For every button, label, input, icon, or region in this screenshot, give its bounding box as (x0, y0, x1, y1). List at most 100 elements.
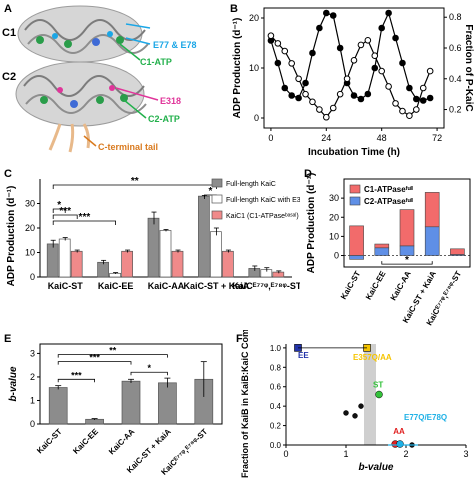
y-axis-label-e: b-value (8, 366, 19, 401)
bar-e (121, 380, 141, 425)
y-tick-label-c: 10 (25, 248, 35, 258)
data-point-b-1 (309, 98, 316, 106)
significance-label-c: * (208, 186, 212, 197)
data-point-b-1 (426, 67, 434, 75)
significance-label-c: *** (59, 206, 71, 217)
legend-swatch-c (211, 178, 223, 188)
bar-e (48, 387, 68, 425)
bar-c1-d (349, 225, 364, 256)
significance-label-c: * (57, 200, 61, 211)
y-tick-label-d: 10 (329, 231, 339, 241)
bar-c2-d (399, 245, 415, 256)
legend-label-c: Full-length KaiC with E318Q (226, 197, 300, 204)
bar-c (70, 250, 83, 278)
data-point-b-0 (302, 79, 309, 87)
data-point-b-1 (350, 57, 358, 64)
y-tick-label-f: 0.0 (270, 441, 282, 450)
panel-label-b: B (230, 3, 238, 15)
data-point-b-0 (413, 95, 420, 103)
significance-label-e: * (147, 363, 151, 373)
annotation-c-terminal-tail: C-terminal tail (98, 142, 158, 152)
y-tick-label-f: 0.6 (270, 383, 282, 392)
legend-swatch-c (211, 194, 223, 204)
data-point-b-0 (281, 84, 289, 92)
data-point-b-1 (267, 32, 275, 39)
significance-label-e: *** (71, 370, 82, 380)
x-axis-label-b: Incubation Time (h) (308, 147, 400, 158)
significance-bracket-c (52, 214, 78, 219)
category-label-e: KaiC-AA (107, 427, 136, 456)
chart-c-adp-production: C 0 10 20 30 ADP Production (d⁻¹) KaiC-ST KaiC… (4, 168, 314, 291)
panel-label-e: E (4, 333, 11, 345)
significance-label-d: * (405, 255, 409, 266)
bar-c (222, 250, 234, 278)
y-left-tick-label-b: 20 (249, 13, 259, 23)
y-tick-label-e: 1 (30, 395, 35, 405)
significance-bracket-e (57, 354, 168, 358)
chart-b-adp-vs-phospho: B 0 24 48 72 0 10 20 0.2 0.4 0.6 0.8 Incubation Tim… (230, 3, 474, 158)
y-tick-label-f: 0.4 (270, 402, 282, 411)
x-tick-label-f: 3 (463, 449, 468, 459)
significance-bracket-d (381, 261, 433, 265)
c2-label: C2 (2, 71, 16, 83)
legend-label-d: C2-ATPaseᶠᵘˡˡ (364, 197, 413, 206)
y-left-tick-label-b: 10 (249, 63, 259, 73)
category-label-c: KaiC-ST (48, 281, 84, 291)
point-label-f: EE (298, 351, 309, 360)
significance-label-c: ** (131, 176, 139, 187)
data-point-b-1 (295, 75, 302, 83)
significance-label-e: *** (89, 353, 100, 363)
y-axis-label-right-b: Fraction of P-KaiC (463, 24, 474, 111)
data-point-b-0 (419, 97, 427, 104)
panel-f: F 0 1 2 3 0.0 0.2 0.4 0.6 0.8 1.0 b-value Fraction … (230, 311, 474, 483)
data-point-b-0 (385, 9, 392, 17)
bar-c (248, 268, 261, 278)
category-label-d: KaiC-ST (339, 269, 362, 301)
bar-c (58, 238, 71, 278)
bar-c1-d (399, 209, 415, 247)
x-tick-label-b: 72 (432, 133, 442, 143)
data-point-b-1 (281, 47, 289, 55)
significance-bracket-c (52, 220, 116, 225)
significance-bracket-e (57, 361, 132, 365)
data-point-b-1 (371, 52, 379, 59)
data-point-b-0 (406, 84, 413, 92)
bar-c1-d (450, 248, 465, 255)
category-label-c: KaiCᴱ⁷⁷ᵠ,ᴱ⁷⁸ᵠ-ST (232, 281, 300, 291)
y-right-tick-label-b: 0.8 (449, 12, 462, 22)
y-tick-label-e: 3 (30, 348, 35, 358)
point-label-f: E357Q/AA (353, 353, 392, 362)
bar-c (210, 231, 222, 278)
data-point-b-0 (295, 94, 302, 102)
panel-c: C 0 10 20 30 ADP Production (d⁻¹) KaiC-ST KaiC… (0, 165, 314, 315)
y-tick-label-f: 0.2 (270, 422, 282, 431)
category-label-c: KaiC-AA (148, 281, 185, 291)
panel-label-a: A (4, 3, 12, 15)
y-tick-label-d: 30 (329, 193, 339, 203)
x-tick-label-f: 2 (403, 449, 408, 459)
significance-label-e: ** (109, 346, 117, 356)
shaded-band-f (364, 344, 376, 445)
bar-c (198, 195, 210, 278)
annotation-e77-e78: E77 & E78 (153, 40, 197, 50)
data-point-f (375, 390, 383, 399)
data-point-f (358, 403, 364, 409)
category-label-d: KaiC-AA (389, 269, 413, 302)
panel-b: B 0 24 48 72 0 10 20 0.2 0.4 0.6 0.8 Incubation Tim… (226, 0, 474, 165)
data-point-b-1 (343, 75, 351, 83)
x-tick-label-f: 1 (343, 449, 348, 459)
y-tick-label-f: 1.0 (270, 344, 282, 353)
y-axis-label-left-b: ADP Production (d⁻¹) (232, 18, 243, 119)
y-axis-label-d: ADP Production (d⁻¹) (306, 173, 317, 274)
data-point-b-1 (288, 60, 295, 67)
data-point-b-1 (329, 104, 337, 112)
y-tick-label-d: 0 (334, 251, 339, 261)
panel-e: E 0 1 2 3 b-value KaiC-ST KaiC-EE KaiC-AA KaiC-S… (0, 330, 230, 483)
y-tick-label-f: 0.8 (270, 363, 282, 372)
panel-a: A C1 C2 E77 & E78 C1-ATP (0, 0, 225, 160)
x-tick-label-b: 48 (377, 133, 387, 143)
data-point-b-1 (323, 113, 330, 121)
bar-c (159, 230, 172, 278)
data-point-b-1 (364, 37, 372, 44)
